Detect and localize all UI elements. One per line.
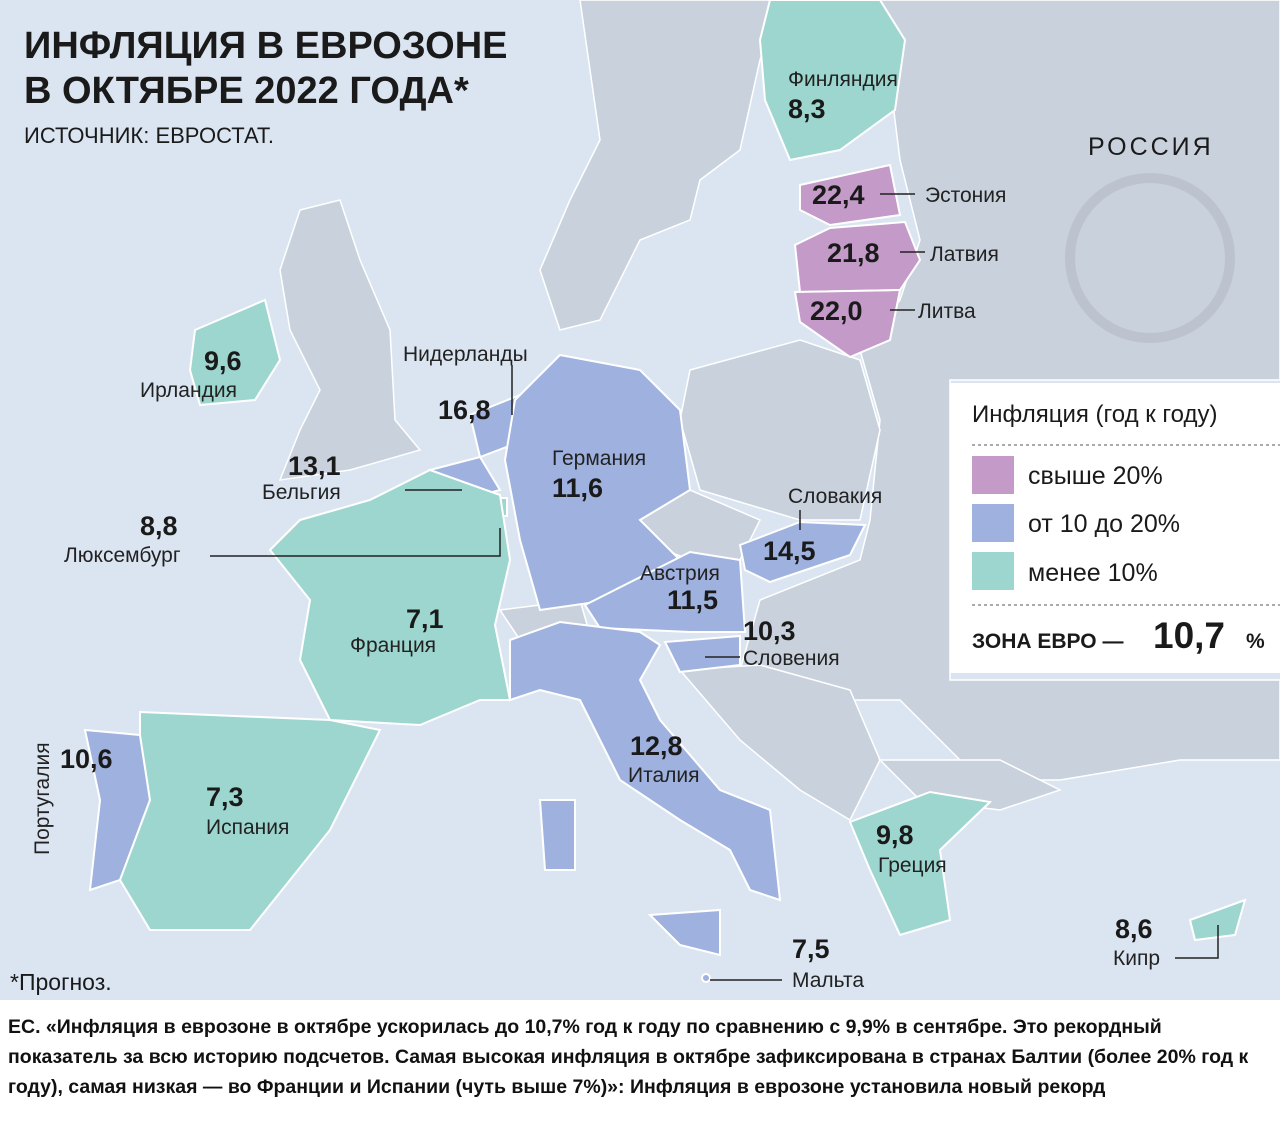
legend-total-value: 10,7 (1153, 615, 1225, 656)
country-name: Мальта (792, 969, 864, 992)
legend-title: Инфляция (год к году) (972, 401, 1217, 428)
country-value: 11,5 (667, 585, 718, 615)
country-name: Эстония (925, 184, 1006, 207)
country-value: 7,1 (406, 604, 444, 634)
country-lithuania (793, 288, 902, 359)
country-value: 22,0 (810, 296, 863, 326)
legend-swatch (972, 552, 1014, 590)
country-value: 8,3 (788, 94, 826, 124)
country-name: Австрия (640, 562, 720, 585)
country-name: Испания (206, 816, 289, 839)
country-value: 10,6 (60, 744, 113, 774)
title: В ОКТЯБРЕ 2022 ГОДА* (24, 70, 469, 112)
land (678, 664, 881, 822)
source: ИСТОЧНИК: ЕВРОСТАТ. (24, 123, 274, 148)
land (278, 199, 422, 481)
legend-swatch (972, 456, 1014, 494)
leader-lines (210, 193, 1219, 981)
country-cyprus (1188, 898, 1247, 942)
country-name: Люксембург (64, 544, 181, 567)
country-value: 14,5 (763, 536, 816, 566)
country-italy-sicily (647, 908, 721, 957)
footnote: *Прогноз. (10, 969, 112, 995)
title: ИНФЛЯЦИЯ В ЕВРОЗОНЕ (24, 25, 508, 67)
land (679, 339, 881, 521)
legend-swatch (972, 504, 1014, 542)
country-value: 21,8 (827, 238, 880, 268)
legend: Инфляция (год к году) свыше 20% от 10 до… (950, 383, 1280, 673)
country-value: 9,6 (204, 346, 242, 376)
country-value: 13,1 (288, 451, 341, 481)
country-value: 7,5 (792, 934, 830, 964)
legend-label: от 10 до 20% (1028, 510, 1180, 538)
country-spain (118, 710, 382, 931)
land (539, 0, 781, 331)
country-value: 12,8 (630, 731, 683, 761)
legend-label: менее 10% (1028, 559, 1158, 587)
country-name: Бельгия (262, 481, 341, 504)
country-italy (509, 620, 782, 902)
country-name: Португалия (31, 742, 54, 855)
country-value: 10,3 (743, 616, 796, 646)
country-ireland (188, 298, 282, 407)
legend-total-label: ЗОНА ЕВРО — (972, 630, 1123, 653)
country-value: 8,6 (1115, 914, 1153, 944)
country-name: Литва (918, 300, 976, 323)
logo-watermark (1065, 173, 1235, 343)
country-name: Франция (350, 634, 436, 657)
country-greece (848, 790, 993, 937)
country-name: Германия (552, 447, 646, 470)
map: ИНФЛЯЦИЯ В ЕВРОЗОНЕ В ОКТЯБРЕ 2022 ГОДА*… (0, 0, 1280, 1000)
country-estonia (799, 163, 902, 227)
country-name: Кипр (1113, 947, 1160, 970)
country-value: 16,8 (438, 395, 491, 425)
country-name: Италия (628, 764, 700, 787)
country-value: 9,8 (876, 820, 914, 850)
country-name: Латвия (930, 243, 999, 266)
country-name: Греция (878, 854, 947, 877)
legend-total-unit: % (1246, 630, 1265, 653)
country-france (268, 468, 512, 727)
country-malta (701, 973, 711, 983)
country-finland (758, 0, 907, 162)
caption: ЕС. «Инфляция в еврозоне в октябре ускор… (8, 1016, 1249, 1098)
country-value: 22,4 (812, 180, 865, 210)
country-italy-sardinia (538, 799, 576, 871)
country-value: 7,3 (206, 782, 244, 812)
country-germany (503, 353, 692, 612)
country-name: Ирландия (140, 379, 237, 402)
country-name: Нидерланды (403, 343, 528, 366)
russia-label: РОССИЯ (1088, 133, 1214, 161)
country-slovenia (663, 634, 741, 674)
country-value: 11,6 (552, 473, 603, 503)
country-value: 8,8 (140, 511, 178, 541)
legend-label: свыше 20% (1028, 462, 1163, 490)
country-name: Словакия (788, 485, 882, 508)
country-name: Финляндия (788, 68, 898, 91)
country-name: Словения (743, 647, 840, 670)
